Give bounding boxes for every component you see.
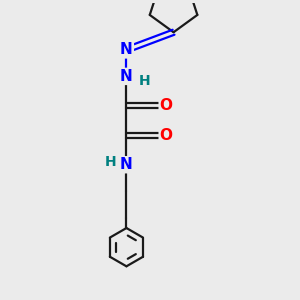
Text: O: O (160, 98, 173, 113)
Text: N: N (120, 69, 133, 84)
Text: O: O (160, 128, 173, 143)
Text: N: N (120, 157, 133, 172)
Text: H: H (138, 74, 150, 88)
Text: H: H (104, 155, 116, 169)
Text: N: N (120, 42, 133, 57)
